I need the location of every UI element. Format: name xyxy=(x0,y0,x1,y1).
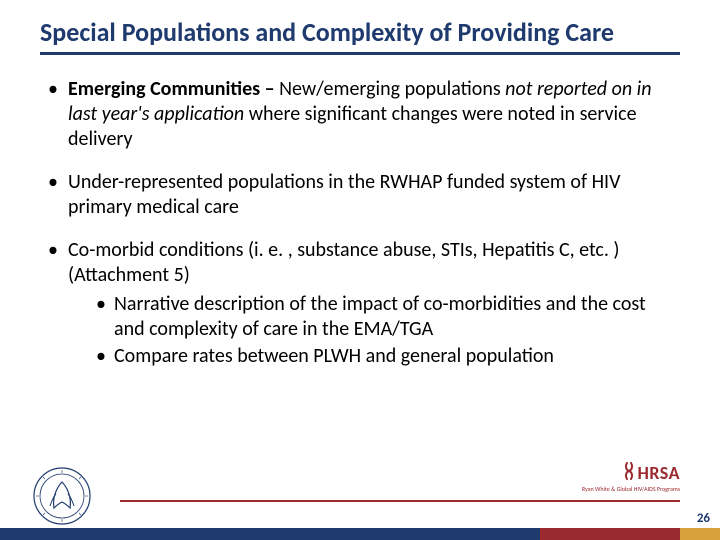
sub-bullet-list: Narrative description of the impact of c… xyxy=(68,292,680,369)
bullet-list: Emerging Communities – New/emerging popu… xyxy=(40,77,680,369)
footer-bar-segment-3 xyxy=(680,528,720,540)
footer-bar-segment-2 xyxy=(540,528,680,540)
ribbon-icon xyxy=(623,462,635,483)
sub-bullet-item: Narrative description of the impact of c… xyxy=(92,292,680,342)
bullet-item: Emerging Communities – New/emerging popu… xyxy=(40,77,680,152)
title-rule xyxy=(40,52,680,55)
hrsa-logo-subtext: Ryan White & Global HIV/AIDS Programs xyxy=(560,486,680,492)
hhs-seal-icon xyxy=(32,466,92,526)
footer-bar-segment-1 xyxy=(0,528,540,540)
slide: Special Populations and Complexity of Pr… xyxy=(0,0,720,540)
footer: HRSA Ryan White & Global HIV/AIDS Progra… xyxy=(0,460,720,540)
page-title: Special Populations and Complexity of Pr… xyxy=(40,18,680,48)
hrsa-logo-text: HRSA xyxy=(623,462,680,483)
sub-bullet-item: Compare rates between PLWH and general p… xyxy=(92,344,680,369)
footer-rule xyxy=(120,500,680,502)
bullet-item: Co-morbid conditions (i. e. , substance … xyxy=(40,238,680,369)
hrsa-logo: HRSA Ryan White & Global HIV/AIDS Progra… xyxy=(560,462,680,496)
page-number: 26 xyxy=(697,511,710,526)
bullet-item: Under-represented populations in the RWH… xyxy=(40,170,680,220)
content-area: Emerging Communities – New/emerging popu… xyxy=(40,77,680,369)
footer-color-bar xyxy=(0,528,720,540)
